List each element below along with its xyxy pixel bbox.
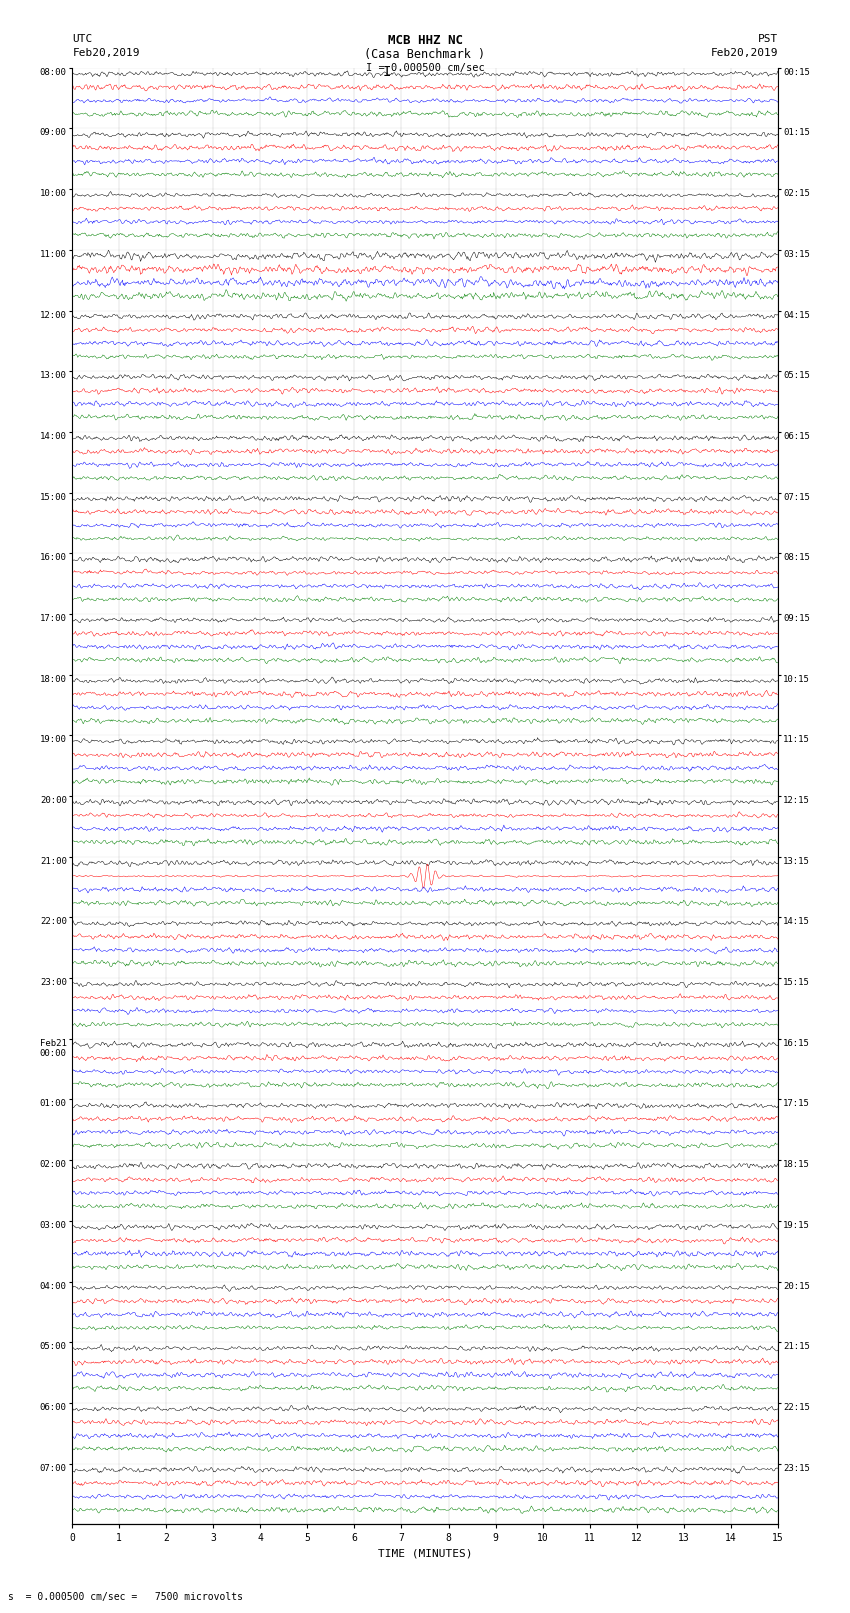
Text: (Casa Benchmark ): (Casa Benchmark ) [365,48,485,61]
X-axis label: TIME (MINUTES): TIME (MINUTES) [377,1548,473,1558]
Text: I = 0.000500 cm/sec: I = 0.000500 cm/sec [366,63,484,73]
Text: UTC: UTC [72,34,93,44]
Text: PST: PST [757,34,778,44]
Text: MCB HHZ NC: MCB HHZ NC [388,34,462,47]
Text: I: I [382,65,391,79]
Text: Feb20,2019: Feb20,2019 [72,48,139,58]
Text: Feb20,2019: Feb20,2019 [711,48,778,58]
Text: s  = 0.000500 cm/sec =   7500 microvolts: s = 0.000500 cm/sec = 7500 microvolts [8,1592,243,1602]
